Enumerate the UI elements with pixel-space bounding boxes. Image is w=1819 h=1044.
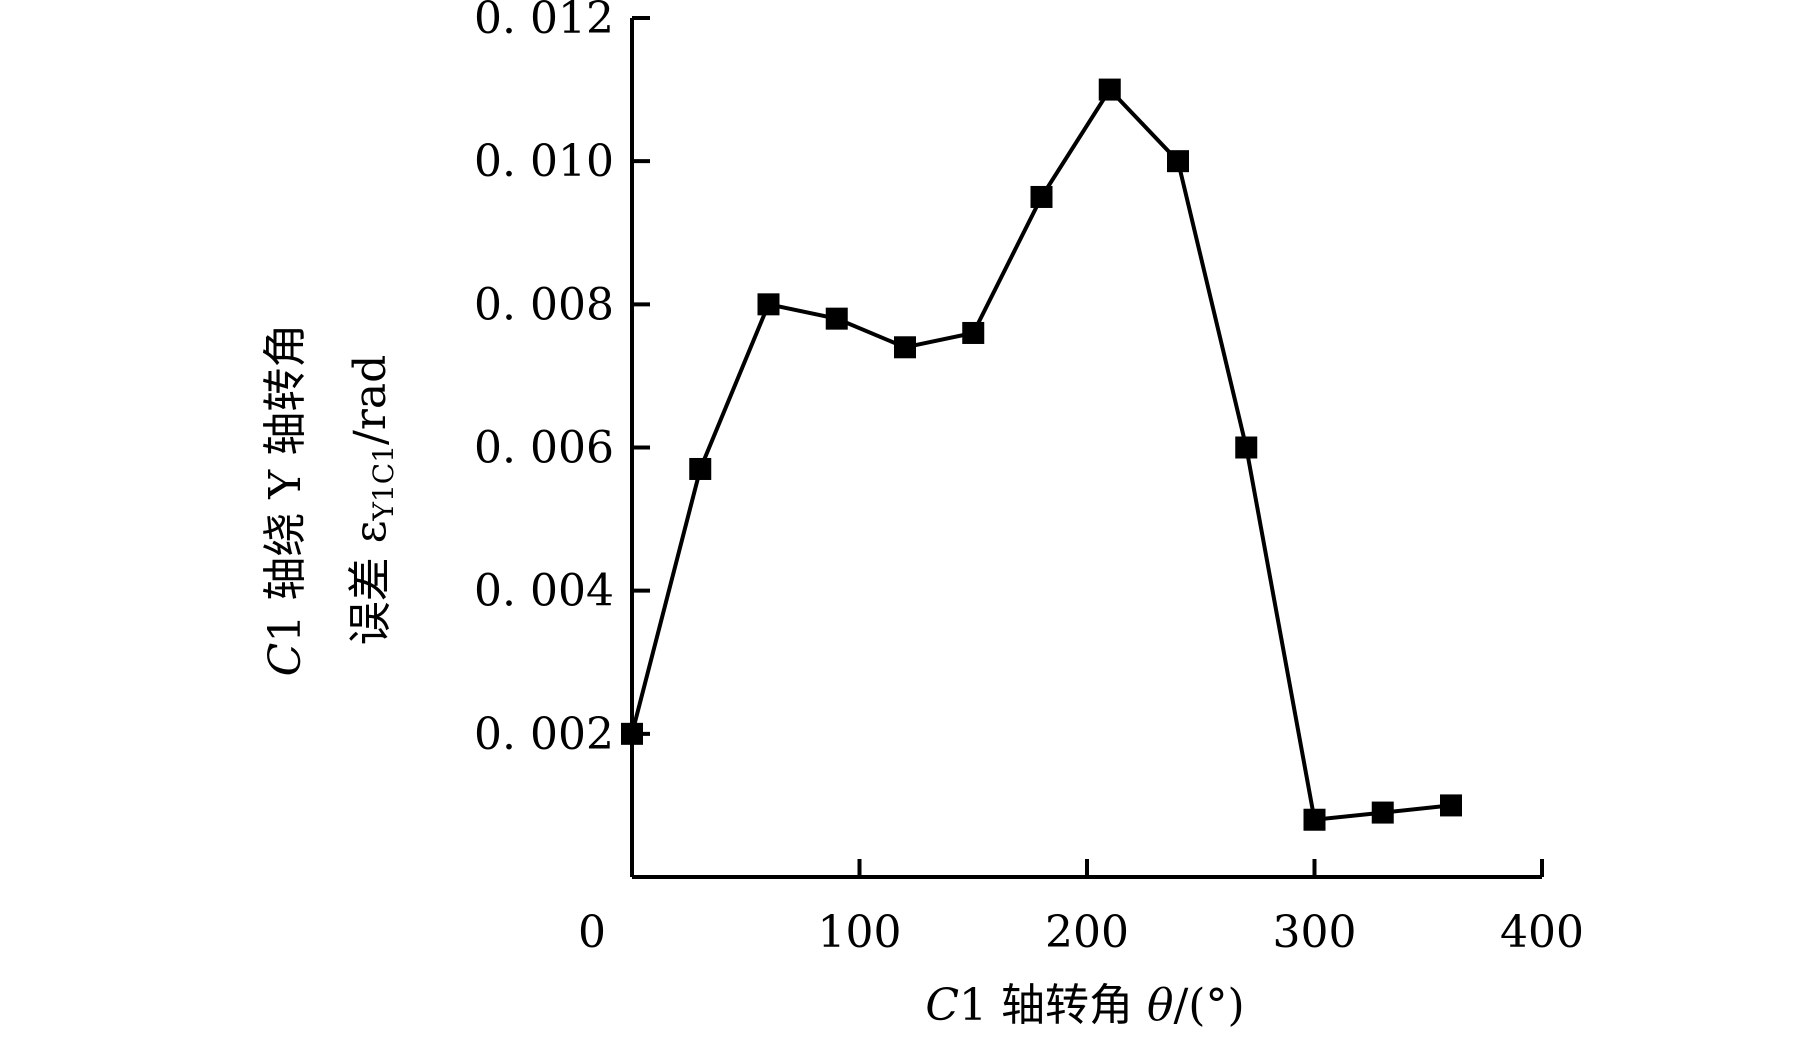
data-point	[621, 722, 643, 745]
x-tick-label: 300	[1273, 907, 1357, 958]
data-point	[1440, 794, 1462, 817]
x-axis-label-italic: C	[925, 980, 959, 1031]
x-axis-label-unit: /(°)	[1173, 980, 1244, 1031]
y-axis-label: C1 轴绕 Y 轴转角 误差 εY1C1/rad	[260, 324, 400, 677]
y-tick-label: 0. 012	[474, 0, 614, 44]
x-tick-label: 200	[1045, 907, 1129, 958]
y-axis-label-line2-unit: /rad	[345, 355, 396, 445]
y-tick-label: 0. 006	[474, 423, 614, 474]
y-axis-label-line2-text: 误差 ε	[345, 521, 396, 646]
x-tick-label: 400	[1500, 907, 1584, 958]
y-tick-label: 0. 010	[474, 136, 614, 187]
y-axis-label-line2: 误差 εY1C1/rad	[345, 355, 400, 646]
y-ticks: 0. 002 0. 004 0. 006 0. 008 0. 010 0. 012	[474, 0, 650, 760]
y-tick-label: 0. 004	[474, 566, 614, 617]
x-tick-label: 100	[818, 907, 902, 958]
data-point	[1098, 78, 1121, 101]
x-axis-label-text: 1 轴转角	[959, 980, 1147, 1031]
x-axis-label: C1 轴转角 θ/(°)	[925, 980, 1244, 1031]
data-point	[825, 307, 848, 330]
data-point	[1303, 808, 1326, 831]
data-point	[1030, 185, 1053, 208]
y-axis-label-line1-italic: C	[260, 643, 311, 677]
data-point	[962, 321, 985, 344]
y-tick-label: 0. 002	[474, 709, 614, 760]
data-point	[1371, 801, 1394, 824]
data-point	[1235, 436, 1258, 459]
data-point	[689, 457, 712, 480]
y-axis-label-line2-sub: Y1C1	[367, 445, 400, 522]
y-axis-label-line1-text: 1 轴绕 Y 轴转角	[260, 324, 311, 643]
series-group	[621, 78, 1462, 831]
data-point	[757, 293, 780, 316]
data-point	[894, 336, 916, 359]
x-ticks: 0 100 200 300 400	[578, 859, 1584, 958]
y-axis-label-line1: C1 轴绕 Y 轴转角	[260, 324, 311, 677]
data-point	[1167, 150, 1189, 173]
x-axis-label-symbol: θ	[1147, 980, 1174, 1031]
y-tick-label: 0. 008	[474, 279, 614, 330]
x-tick-label: 0	[578, 907, 606, 958]
